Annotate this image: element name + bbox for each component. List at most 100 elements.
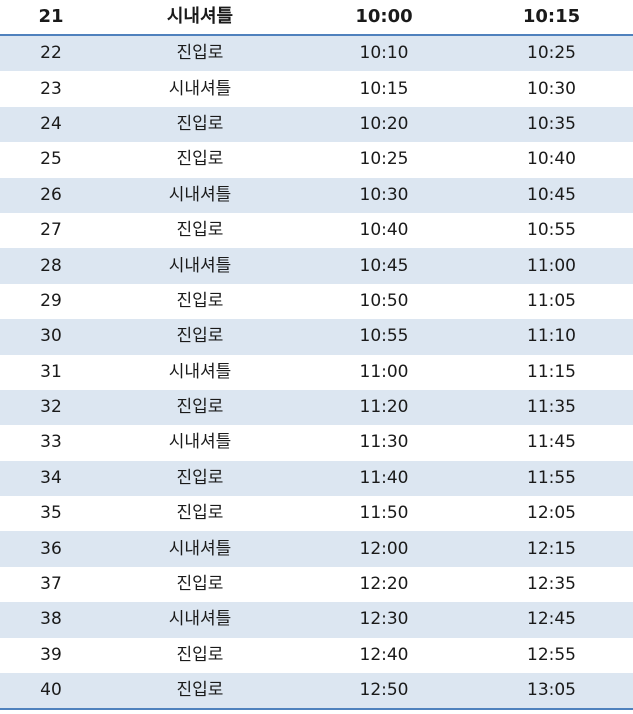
cell-route-type: 진입로 [102, 35, 298, 72]
cell-route-type: 시내셔틀 [102, 0, 298, 36]
cell-arrival-time: 10:25 [470, 35, 633, 72]
cell-number: 32 [0, 389, 102, 426]
cell-arrival-time: 13:05 [470, 673, 633, 711]
cell-route-type: 진입로 [102, 637, 298, 674]
table-row: 33 시내셔틀 11:30 11:45 [0, 425, 633, 461]
cell-route-type: 시내셔틀 [102, 354, 298, 390]
cell-departure-time: 12:20 [298, 566, 470, 603]
cell-arrival-time: 12:35 [470, 566, 633, 603]
cell-departure-time: 10:10 [298, 35, 470, 72]
cell-number: 38 [0, 602, 102, 638]
table-row: 26 시내셔틀 10:30 10:45 [0, 177, 633, 213]
table-row: 35 진입로 11:50 12:05 [0, 496, 633, 532]
cell-route-type: 시내셔틀 [102, 602, 298, 638]
table-row: 29 진입로 10:50 11:05 [0, 283, 633, 320]
cell-number: 25 [0, 142, 102, 178]
cell-departure-time: 10:55 [298, 319, 470, 355]
cell-number: 29 [0, 283, 102, 320]
cell-number: 39 [0, 637, 102, 674]
table-row: 40 진입로 12:50 13:05 [0, 673, 633, 711]
cell-number: 40 [0, 673, 102, 711]
table-row: 38 시내셔틀 12:30 12:45 [0, 602, 633, 638]
cell-arrival-time: 11:15 [470, 354, 633, 390]
cell-route-type: 진입로 [102, 283, 298, 320]
table-row: 27 진입로 10:40 10:55 [0, 212, 633, 249]
cell-route-type: 시내셔틀 [102, 71, 298, 107]
cell-number: 36 [0, 531, 102, 567]
cell-number: 23 [0, 71, 102, 107]
cell-departure-time: 10:00 [298, 0, 470, 36]
cell-departure-time: 11:20 [298, 389, 470, 426]
cell-arrival-time: 10:35 [470, 106, 633, 143]
cell-departure-time: 11:50 [298, 496, 470, 532]
cell-arrival-time: 12:55 [470, 637, 633, 674]
cell-route-type: 진입로 [102, 566, 298, 603]
cell-route-type: 진입로 [102, 142, 298, 178]
table-row: 34 진입로 11:40 11:55 [0, 460, 633, 497]
cell-route-type: 진입로 [102, 212, 298, 249]
cell-route-type: 진입로 [102, 389, 298, 426]
cell-arrival-time: 10:55 [470, 212, 633, 249]
table-row: 39 진입로 12:40 12:55 [0, 637, 633, 674]
cell-arrival-time: 11:55 [470, 460, 633, 497]
cell-arrival-time: 11:45 [470, 425, 633, 461]
cell-number: 33 [0, 425, 102, 461]
cell-route-type: 진입로 [102, 319, 298, 355]
table-row: 24 진입로 10:20 10:35 [0, 106, 633, 143]
cell-route-type: 시내셔틀 [102, 425, 298, 461]
cell-route-type: 진입로 [102, 673, 298, 711]
cell-arrival-time: 12:15 [470, 531, 633, 567]
cell-departure-time: 10:30 [298, 177, 470, 213]
cell-route-type: 진입로 [102, 460, 298, 497]
cell-number: 22 [0, 35, 102, 72]
cell-departure-time: 12:30 [298, 602, 470, 638]
cell-route-type: 진입로 [102, 496, 298, 532]
cell-departure-time: 10:25 [298, 142, 470, 178]
cell-arrival-time: 11:10 [470, 319, 633, 355]
cell-route-type: 진입로 [102, 106, 298, 143]
cell-arrival-time: 10:30 [470, 71, 633, 107]
cell-number: 34 [0, 460, 102, 497]
cell-arrival-time: 12:45 [470, 602, 633, 638]
cell-arrival-time: 11:35 [470, 389, 633, 426]
cell-arrival-time: 10:45 [470, 177, 633, 213]
table-row: 31 시내셔틀 11:00 11:15 [0, 354, 633, 390]
cell-arrival-time: 11:00 [470, 248, 633, 284]
cell-route-type: 시내셔틀 [102, 248, 298, 284]
cell-number: 31 [0, 354, 102, 390]
cell-departure-time: 10:15 [298, 71, 470, 107]
cell-number: 27 [0, 212, 102, 249]
table-row: 30 진입로 10:55 11:10 [0, 319, 633, 355]
cell-departure-time: 11:40 [298, 460, 470, 497]
cell-number: 37 [0, 566, 102, 603]
cell-departure-time: 10:45 [298, 248, 470, 284]
table-row: 23 시내셔틀 10:15 10:30 [0, 71, 633, 107]
cell-number: 21 [0, 0, 102, 36]
cell-arrival-time: 10:15 [470, 0, 633, 36]
cell-departure-time: 10:40 [298, 212, 470, 249]
table-row-header: 21 시내셔틀 10:00 10:15 [0, 0, 633, 36]
cell-arrival-time: 10:40 [470, 142, 633, 178]
cell-departure-time: 12:40 [298, 637, 470, 674]
cell-departure-time: 11:30 [298, 425, 470, 461]
cell-arrival-time: 11:05 [470, 283, 633, 320]
cell-route-type: 시내셔틀 [102, 177, 298, 213]
cell-number: 24 [0, 106, 102, 143]
table-row: 22 진입로 10:10 10:25 [0, 35, 633, 72]
table-row: 36 시내셔틀 12:00 12:15 [0, 531, 633, 567]
table-row: 28 시내셔틀 10:45 11:00 [0, 248, 633, 284]
table-row: 37 진입로 12:20 12:35 [0, 566, 633, 603]
cell-departure-time: 11:00 [298, 354, 470, 390]
cell-departure-time: 10:50 [298, 283, 470, 320]
cell-number: 28 [0, 248, 102, 284]
table-row: 25 진입로 10:25 10:40 [0, 142, 633, 178]
cell-route-type: 시내셔틀 [102, 531, 298, 567]
cell-departure-time: 10:20 [298, 106, 470, 143]
cell-arrival-time: 12:05 [470, 496, 633, 532]
table-row: 32 진입로 11:20 11:35 [0, 389, 633, 426]
cell-departure-time: 12:00 [298, 531, 470, 567]
cell-number: 30 [0, 319, 102, 355]
